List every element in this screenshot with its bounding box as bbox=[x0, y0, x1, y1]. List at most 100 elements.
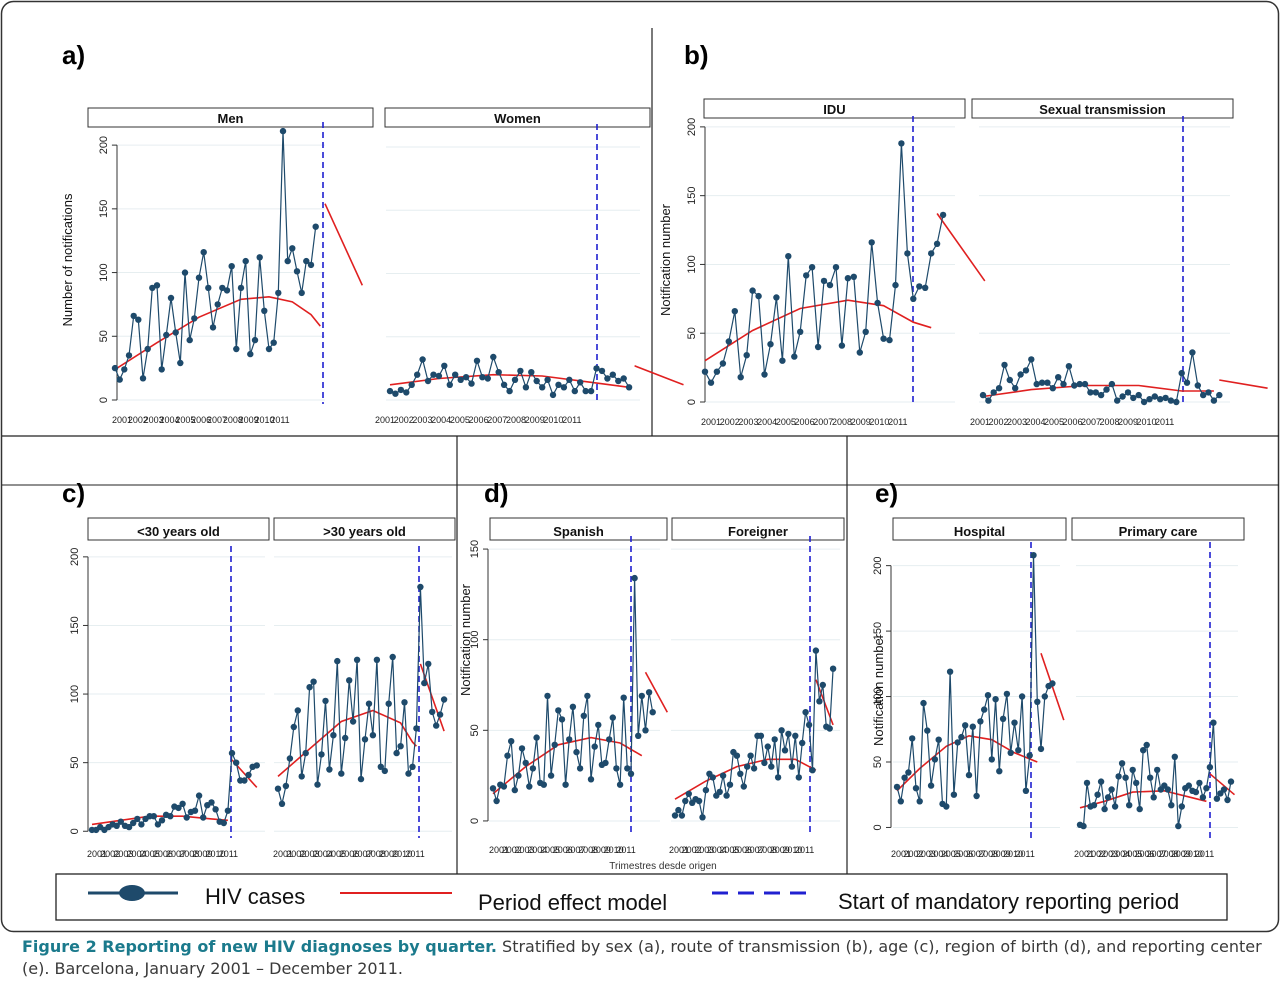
x-tick-label: 2007 bbox=[207, 415, 227, 425]
case-point bbox=[844, 275, 852, 282]
case-point bbox=[838, 342, 846, 349]
case-point bbox=[799, 739, 806, 747]
x-tick-label: 2009 bbox=[525, 415, 545, 425]
x-tick-label: 2004 bbox=[757, 417, 777, 427]
case-point bbox=[566, 736, 573, 743]
case-point bbox=[1108, 380, 1116, 388]
case-point bbox=[544, 692, 551, 700]
case-point bbox=[220, 819, 227, 827]
case-point bbox=[761, 371, 768, 378]
case-point bbox=[209, 324, 217, 331]
case-point bbox=[539, 384, 546, 391]
case-point bbox=[377, 763, 384, 770]
model-line-post bbox=[644, 671, 669, 713]
case-point bbox=[874, 299, 881, 307]
case-point bbox=[996, 768, 1003, 775]
x-tick-label: 2004 bbox=[707, 845, 727, 855]
case-point bbox=[615, 377, 622, 385]
case-point bbox=[219, 284, 226, 292]
case-point bbox=[981, 706, 988, 713]
case-point bbox=[1097, 778, 1105, 785]
case-point bbox=[526, 783, 533, 790]
case-point bbox=[755, 292, 762, 300]
case-point bbox=[638, 692, 645, 700]
case-point bbox=[1216, 391, 1223, 399]
chart-e: e)Hospital050100150200200120022003200420… bbox=[871, 478, 1245, 859]
case-point bbox=[1136, 805, 1143, 813]
x-tick-label: 2002 bbox=[682, 845, 702, 855]
x-tick-label: 2001 bbox=[112, 415, 132, 425]
case-point bbox=[544, 376, 551, 383]
model-line-pre bbox=[277, 709, 417, 778]
case-point bbox=[1018, 693, 1026, 700]
y-tick-label: 100 bbox=[469, 631, 481, 649]
case-point bbox=[1220, 786, 1228, 793]
case-point bbox=[1119, 393, 1126, 400]
case-point bbox=[580, 712, 587, 719]
x-tick-label: 2010 bbox=[782, 845, 802, 855]
case-point bbox=[943, 803, 950, 810]
case-point bbox=[282, 782, 290, 790]
x-tick-label: 2009 bbox=[379, 849, 399, 859]
x-tick-label: 2007 bbox=[565, 845, 585, 855]
case-point bbox=[1111, 803, 1119, 810]
x-tick-label: 2002 bbox=[1086, 849, 1106, 859]
case-point bbox=[576, 765, 584, 772]
caption-text: Stratified by sex (a), route of transmis… bbox=[22, 937, 1262, 978]
y-tick-label: 150 bbox=[469, 540, 481, 558]
case-point bbox=[1017, 371, 1024, 378]
case-point bbox=[214, 301, 221, 308]
y-tick-label: 50 bbox=[872, 756, 884, 768]
x-tick-label: 2002 bbox=[988, 417, 1008, 427]
panel-header bbox=[384, 107, 651, 128]
case-point bbox=[179, 800, 186, 807]
x-tick-label: 2008 bbox=[1099, 417, 1119, 427]
x-tick-label: 2002 bbox=[286, 849, 306, 859]
case-point bbox=[223, 287, 231, 294]
x-tick-label: 2009 bbox=[239, 415, 259, 425]
case-point bbox=[414, 371, 421, 378]
case-point bbox=[247, 350, 254, 358]
case-point bbox=[1065, 363, 1073, 370]
case-point bbox=[984, 692, 992, 699]
case-point bbox=[167, 813, 174, 820]
case-point bbox=[500, 783, 508, 790]
case-point bbox=[186, 336, 193, 344]
panel-header bbox=[971, 98, 1234, 119]
x-tick-label: 2007 bbox=[1147, 849, 1167, 859]
case-point bbox=[731, 308, 738, 315]
case-point bbox=[897, 798, 904, 805]
case-point bbox=[1203, 785, 1210, 792]
case-point bbox=[195, 274, 203, 281]
x-tick-label: 2004 bbox=[1110, 849, 1130, 859]
case-point bbox=[1140, 747, 1147, 754]
x-tick-label: 2005 bbox=[450, 415, 470, 425]
x-tick-label: 2009 bbox=[1118, 417, 1138, 427]
cases-line bbox=[896, 555, 1053, 808]
panel-a-2: Women 20012002200320042005200620072008200… bbox=[375, 107, 684, 425]
case-point bbox=[150, 813, 157, 820]
case-point bbox=[958, 733, 965, 741]
case-point bbox=[795, 774, 802, 781]
case-point bbox=[373, 656, 381, 663]
case-point bbox=[409, 763, 416, 770]
case-point bbox=[928, 250, 935, 257]
case-point bbox=[1205, 389, 1212, 396]
panel-b-2: Sexual transmission200120022003200420052… bbox=[970, 98, 1268, 427]
model-line-post bbox=[634, 365, 684, 386]
case-point bbox=[695, 797, 703, 805]
case-point bbox=[625, 384, 633, 391]
x-tick-label: 2001 bbox=[701, 417, 721, 427]
x-axis-label: Trimestres desde origen bbox=[609, 861, 716, 872]
case-point bbox=[616, 781, 624, 788]
case-point bbox=[566, 376, 573, 383]
legend-model-label: Period effect model bbox=[478, 890, 667, 915]
panel-title: Hospital bbox=[954, 524, 1005, 539]
case-point bbox=[1133, 779, 1140, 787]
case-point bbox=[678, 812, 686, 819]
x-tick-label: 2006 bbox=[339, 849, 359, 859]
case-point bbox=[392, 390, 399, 397]
case-point bbox=[490, 353, 497, 361]
case-point bbox=[569, 703, 577, 710]
case-point bbox=[699, 814, 706, 821]
